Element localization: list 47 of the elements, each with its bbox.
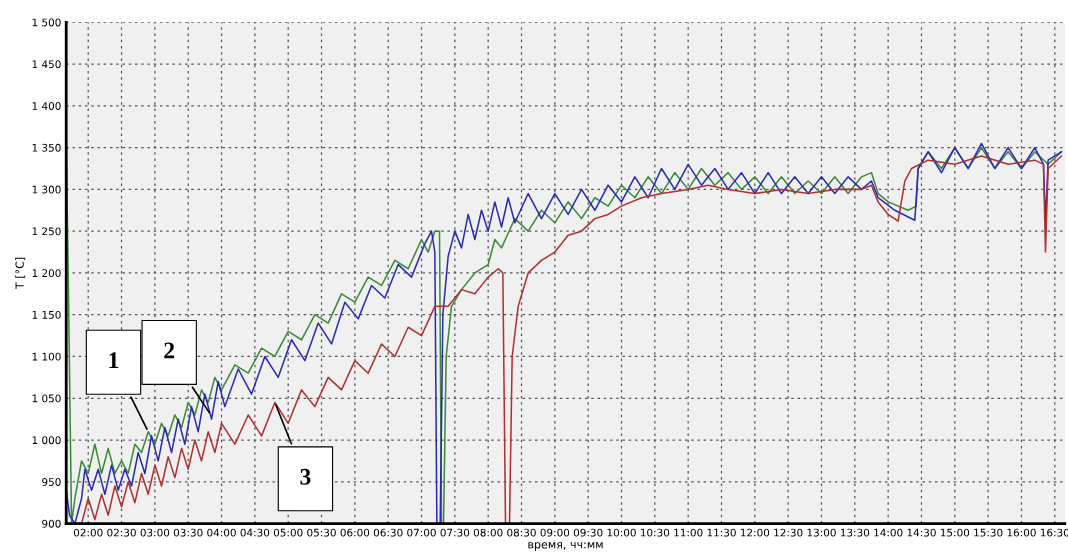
y-tick-label: 1 150 bbox=[32, 310, 61, 319]
y-tick-label: 1 400 bbox=[32, 102, 61, 110]
x-tick-label: 08:00 bbox=[473, 528, 503, 537]
x-tick-label: 06:30 bbox=[373, 528, 403, 537]
annotation: 3 bbox=[300, 468, 311, 485]
y-tick-label: 1 000 bbox=[32, 436, 61, 445]
x-tick-label: 06:00 bbox=[340, 528, 370, 537]
y-tick-label: 1 100 bbox=[32, 352, 61, 361]
x-tick-label: 04:00 bbox=[207, 528, 236, 537]
x-tick-label: 11:00 bbox=[674, 528, 703, 537]
x-tick-label: 09:00 bbox=[540, 528, 570, 537]
x-axis-title: время, чч:мм bbox=[528, 542, 603, 551]
x-tick-label: 04:30 bbox=[240, 528, 270, 537]
x-tick-label: 15:30 bbox=[974, 528, 1003, 537]
x-tick-label: 13:30 bbox=[840, 528, 870, 537]
x-tick-label: 03:30 bbox=[173, 528, 203, 537]
y-tick-label: 950 bbox=[42, 478, 61, 486]
y-tick-label: 1 050 bbox=[32, 394, 61, 403]
y-tick-label: 1 300 bbox=[32, 185, 61, 194]
x-tick-label: 12:00 bbox=[740, 528, 770, 537]
y-axis-title: T [°C] bbox=[15, 257, 26, 290]
x-tick-label: 11:30 bbox=[707, 528, 736, 537]
annotation: 2 bbox=[164, 342, 175, 359]
x-tick-label: 15:00 bbox=[940, 528, 970, 537]
x-tick-label: 14:00 bbox=[874, 528, 903, 537]
x-tick-label: 09:30 bbox=[573, 528, 603, 537]
y-tick-label: 1 500 bbox=[32, 18, 61, 27]
x-tick-label: 07:30 bbox=[440, 528, 470, 537]
x-tick-label: 16:00 bbox=[1007, 528, 1036, 537]
x-tick-label: 12:30 bbox=[774, 528, 803, 537]
x-tick-label: 05:30 bbox=[307, 528, 336, 537]
y-tick-label: 900 bbox=[42, 519, 61, 528]
x-tick-label: 03:00 bbox=[140, 528, 170, 537]
x-tick-label: 08:30 bbox=[507, 528, 536, 537]
x-tick-label: 05:00 bbox=[273, 528, 303, 537]
x-tick-label: 10:30 bbox=[640, 528, 670, 537]
y-tick-label: 1 250 bbox=[32, 227, 61, 236]
x-tick-label: 14:30 bbox=[907, 528, 936, 537]
x-tick-label: 10:00 bbox=[607, 528, 636, 537]
y-tick-label: 1 200 bbox=[32, 269, 61, 278]
y-tick-label: 1 450 bbox=[32, 60, 61, 69]
annotation: 1 bbox=[109, 352, 119, 368]
x-tick-label: 13:00 bbox=[807, 528, 836, 537]
x-tick-label: 02:30 bbox=[107, 528, 136, 537]
y-tick-label: 1 350 bbox=[32, 143, 61, 152]
x-tick-label: 07:00 bbox=[407, 528, 436, 537]
x-tick-label: 02:00 bbox=[73, 528, 103, 537]
